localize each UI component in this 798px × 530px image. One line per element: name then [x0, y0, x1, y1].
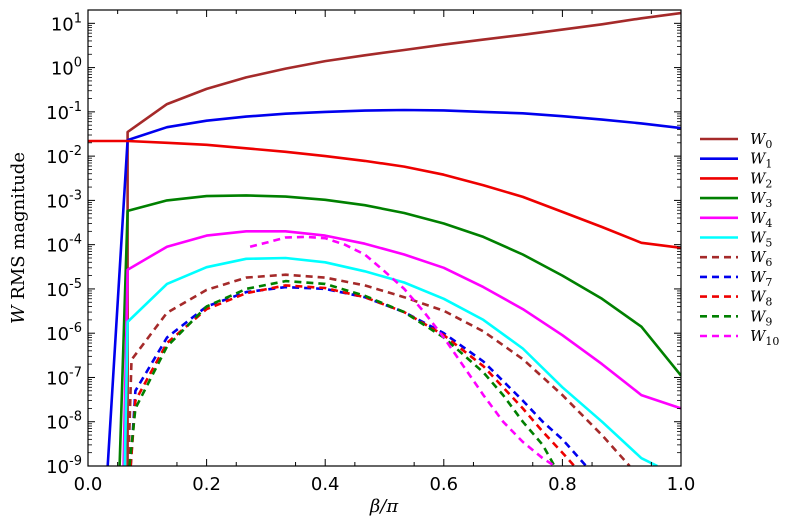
ticks-layer: 0.0 0.2 0.4 0.6 0.8 1.0 10-9 10-8 10-7 10-6 10-5 10…	[46, 9, 696, 495]
y-axis-label-symbol: W	[8, 304, 29, 324]
legend-label-w6: W6	[750, 248, 772, 269]
x-tick-label: 0.8	[548, 474, 577, 495]
series-line-w6	[127, 273, 631, 466]
series-line-w4	[122, 230, 681, 466]
legend-label-w4: W4	[750, 209, 772, 230]
y-tick-label: 10-4	[46, 233, 82, 257]
y-axis-label-text: RMS magnitude	[8, 152, 29, 305]
series-line-w8	[129, 284, 576, 466]
series-line-w0	[126, 11, 681, 466]
series-line-w5	[123, 256, 658, 466]
y-tick-label: 10-9	[46, 454, 82, 478]
y-tick-label: 10-5	[46, 277, 82, 301]
legend-label-w9: W9	[750, 307, 772, 328]
x-tick-label: 0.4	[311, 474, 340, 495]
series-line-w1	[106, 108, 681, 466]
y-tick-label: 10-6	[46, 321, 82, 345]
x-tick-label: 0.6	[429, 474, 458, 495]
y-tick-label: 10-1	[46, 100, 82, 124]
legend-label-w1: W1	[750, 150, 772, 171]
legend-label-w2: W2	[750, 169, 772, 190]
legend-label-w10: W10	[750, 327, 779, 348]
plot-frame	[87, 9, 682, 467]
y-tick-label: 10-3	[46, 188, 82, 212]
x-tick-label: 0.0	[74, 474, 103, 495]
legend-label-w3: W3	[750, 189, 772, 210]
series-line-w2	[88, 139, 681, 250]
series-line-w3	[118, 194, 681, 466]
legend-label-w0: W0	[750, 130, 772, 151]
series-line-w10	[249, 235, 556, 466]
legend-label-w8: W8	[750, 288, 772, 309]
x-tick-label: 0.2	[192, 474, 221, 495]
series-layer	[88, 11, 681, 466]
y-tick-label: 10-2	[46, 144, 82, 168]
y-axis-label: W RMS magnitude	[8, 152, 29, 324]
y-tick-label: 10-8	[46, 410, 82, 434]
series-line-w9	[128, 279, 556, 466]
y-tick-label: 101	[51, 11, 82, 35]
y-tick-label: 10-7	[46, 365, 82, 389]
y-tick-label: 100	[51, 56, 82, 80]
legend-label-w5: W5	[750, 229, 772, 250]
x-tick-label: 1.0	[667, 474, 696, 495]
legend-label-w7: W7	[750, 268, 772, 289]
x-axis-label: β/π	[369, 496, 399, 517]
